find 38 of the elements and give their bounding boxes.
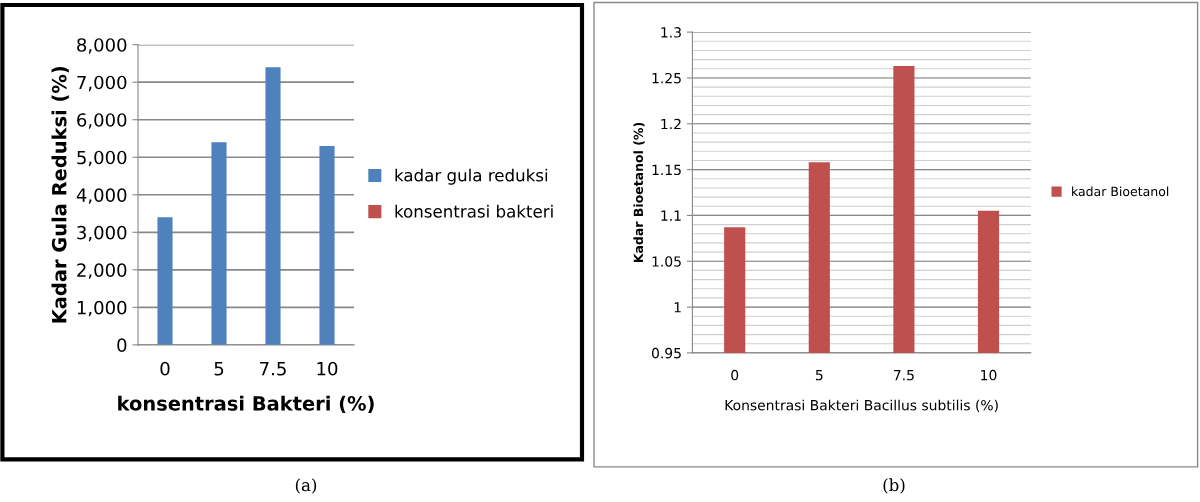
x-tick-label: 7.5 [894,370,914,381]
y-tick-label: 1.05 [652,256,681,267]
text: (a) [295,478,317,494]
y-tick-label: 2,000 [77,263,127,279]
y-tick-label: 0.95 [651,347,681,359]
bar [211,142,227,345]
y-tick-label: 1.1 [661,210,681,221]
y-axis-title: Kadar Bioetanol (%) [633,122,645,263]
x-tick-label: 5 [815,370,823,381]
y-tick-label: 8,000 [77,38,127,54]
y-tick-label: 0 [117,338,127,352]
x-tick-label: 10 [981,369,997,381]
y-tick-label: 1.2 [661,118,681,130]
x-axis-title: konsentrasi Bakteri (%) [118,395,374,414]
y-tick-label: 1 [674,302,681,313]
bar [265,67,281,345]
x-tick-label: 7.5 [260,362,286,376]
legend-label: kadar gula reduksi [395,168,548,185]
text: (b) [883,478,905,494]
y-tick-label: 7,000 [77,75,127,92]
y-axis-title: Kadar Gula Reduksi (%) [51,66,69,323]
y-tick-label: 1.25 [652,72,681,84]
y-tick-label: 1,000 [77,300,127,317]
bar [319,145,335,345]
bar [157,217,173,345]
x-axis-title: Konsentrasi Bakteri Bacillus subtilis (%) [725,399,998,413]
y-tick-label: 6,000 [77,113,127,129]
y-tick-label: 4,000 [76,188,127,204]
y-tick-label: 3,000 [77,225,127,242]
legend-label: konsentrasi bakteri [395,204,553,218]
y-tick-label: 5,000 [77,150,127,167]
y-tick-label: 1.15 [652,164,681,176]
x-tick-label: 0 [160,361,170,376]
legend-label: kadar Bioetanol [1072,186,1169,197]
x-tick-label: 0 [731,369,739,381]
x-tick-label: 10 [317,361,338,376]
x-tick-label: 5 [214,362,224,376]
y-tick-label: 1.3 [661,27,681,38]
